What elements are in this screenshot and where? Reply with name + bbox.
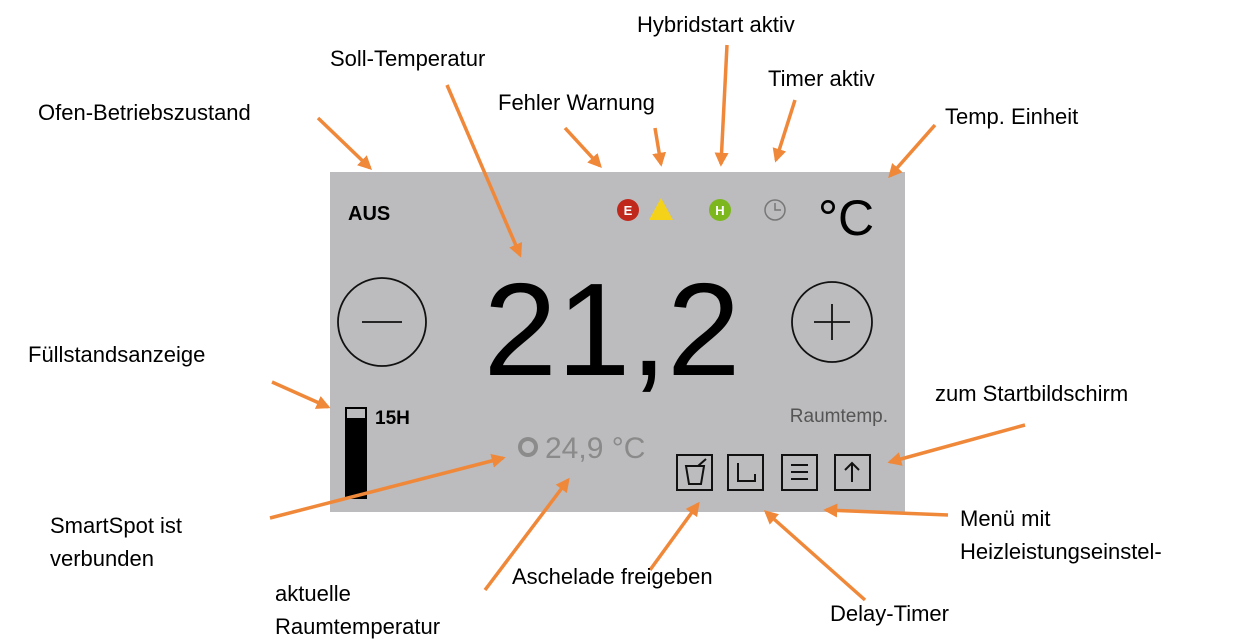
annotation: Füllstandsanzeige	[28, 342, 205, 367]
annotation: Delay-Timer	[830, 601, 949, 626]
fill-level: 15H	[375, 408, 410, 429]
hybrid-icon	[709, 199, 731, 221]
error-letter: E	[624, 203, 633, 218]
annotation: Ofen-Betriebszustand	[38, 100, 251, 125]
menu-icon	[791, 464, 808, 480]
annotations: Ofen-Betriebszustand Soll-Temperatur Feh…	[28, 12, 1162, 639]
warning-icon	[649, 198, 673, 220]
delay-icon	[737, 463, 756, 482]
set-temperature: 21,2	[484, 256, 741, 403]
ash-button[interactable]	[676, 454, 713, 491]
minus-button[interactable]	[337, 277, 427, 367]
annotation: Heizleistungseinstel-	[960, 539, 1162, 564]
annotation: Menü mit	[960, 506, 1050, 531]
menu-button[interactable]	[781, 454, 818, 491]
error-icon	[617, 199, 639, 221]
ash-icon	[684, 458, 707, 485]
room-temperature: 24,9 °C	[545, 432, 645, 465]
annotation: Soll-Temperatur	[330, 46, 485, 71]
annotation: Aschelade freigeben	[512, 564, 713, 589]
annotation: SmartSpot ist	[50, 513, 182, 538]
home-icon	[844, 461, 860, 482]
annotation: Fehler Warnung	[498, 90, 655, 115]
annotation: Hybridstart aktiv	[637, 12, 795, 37]
fill-bar	[346, 418, 366, 498]
sun-icon	[518, 437, 538, 457]
delay-button[interactable]	[727, 454, 764, 491]
home-button[interactable]	[834, 454, 871, 491]
room-label: Raumtemp.	[790, 406, 888, 427]
annotation: zum Startbildschirm	[935, 381, 1128, 406]
hybrid-letter: H	[715, 203, 724, 218]
screen: AUS °C E H 21,2 15H Raumtemp. 24,9 °C	[330, 172, 905, 512]
arrows	[269, 44, 1026, 602]
annotation: Temp. Einheit	[945, 104, 1078, 129]
plus-button[interactable]	[791, 281, 873, 363]
state: AUS	[348, 203, 390, 225]
unit: °C	[818, 190, 874, 246]
timer-icon	[764, 199, 786, 221]
annotation: Timer aktiv	[768, 66, 875, 91]
annotation: aktuelle	[275, 581, 351, 606]
annotation: Raumtemperatur	[275, 614, 440, 639]
annotation: verbunden	[50, 546, 154, 571]
